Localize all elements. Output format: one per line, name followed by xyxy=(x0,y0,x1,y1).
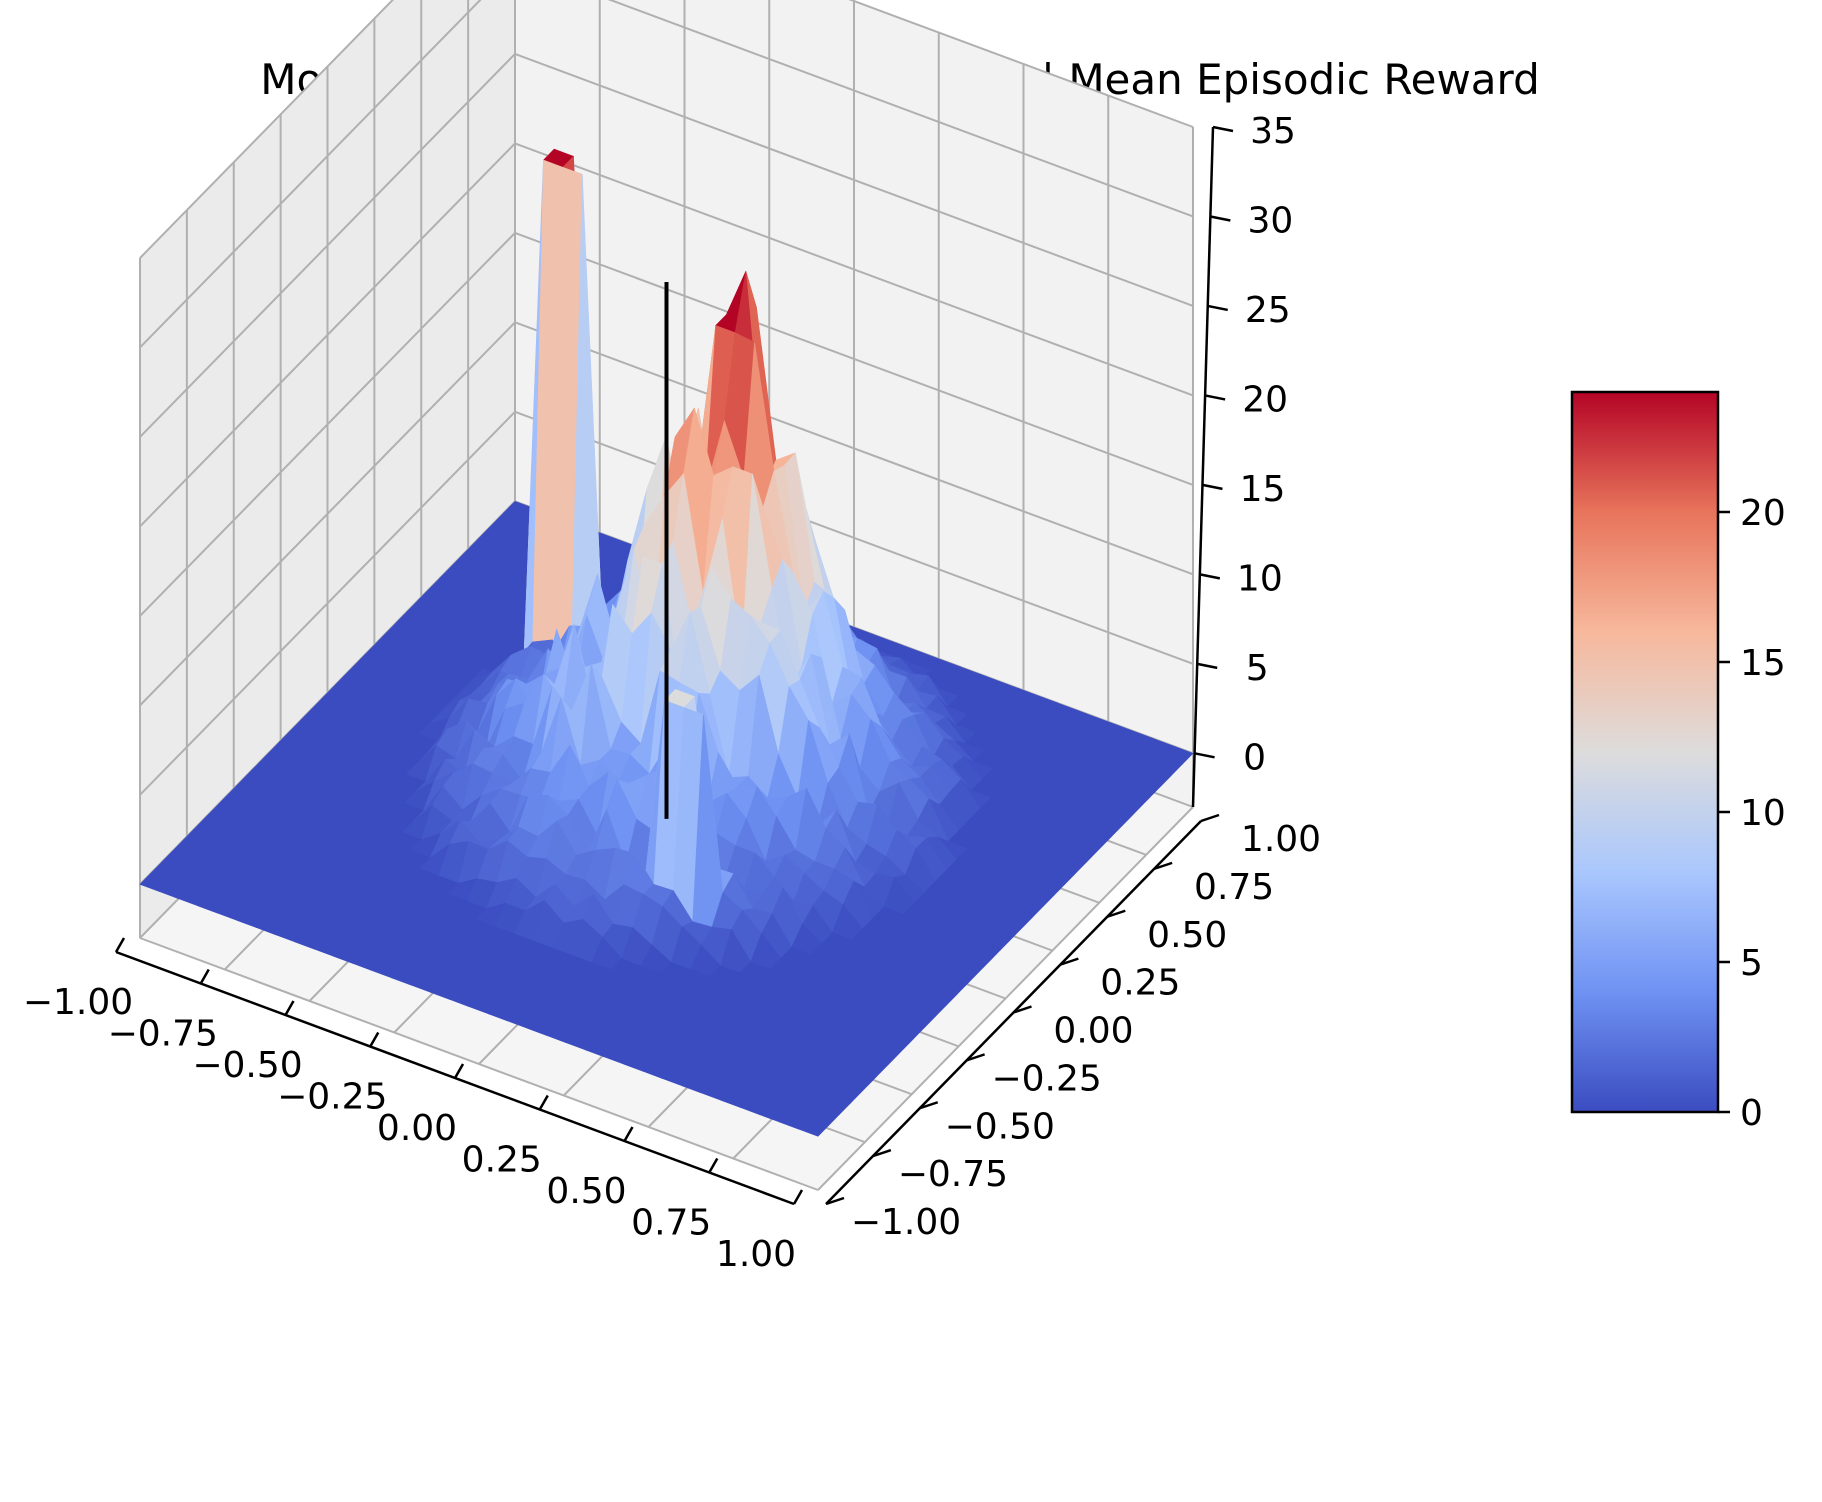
z-tick xyxy=(1212,125,1234,133)
colorbar-tick-label: 20 xyxy=(1740,493,1786,534)
y-tick-label: −0.50 xyxy=(945,1106,1055,1147)
y-tick xyxy=(966,1053,986,1062)
x-tick-label: 0.25 xyxy=(462,1140,542,1181)
y-tick-label: 0.25 xyxy=(1100,963,1180,1004)
surface-facet xyxy=(798,1117,830,1137)
x-tick-label: 1.00 xyxy=(716,1234,796,1275)
x-tick xyxy=(708,1157,719,1174)
gridline-z-left xyxy=(139,53,516,438)
y-tick-label: −1.00 xyxy=(851,1202,961,1243)
colorbar-tick-label: 5 xyxy=(1740,943,1763,984)
y-tick-label: 0.75 xyxy=(1194,867,1274,908)
gridline-y-floor xyxy=(139,937,819,1191)
z-tick xyxy=(1194,752,1215,759)
tick-labels: −1.00−0.75−0.50−0.250.000.250.500.751.00… xyxy=(23,111,1321,1275)
gridline-z-left xyxy=(139,411,516,796)
gridline-z-left xyxy=(139,232,516,617)
z-axis-line xyxy=(1191,126,1215,808)
z-tick xyxy=(1199,573,1221,580)
colorbar: 0 5 10 15 20 xyxy=(1570,390,1786,1134)
y-tick xyxy=(1013,1005,1032,1014)
x-tick-label: 0.50 xyxy=(546,1171,626,1212)
y-tick xyxy=(1200,813,1220,823)
x-tick xyxy=(284,1000,295,1016)
z-tick xyxy=(1210,215,1231,222)
z-tick xyxy=(1207,304,1228,312)
x-tick-label: 0.00 xyxy=(377,1108,457,1149)
gridline-z-back xyxy=(607,0,1194,218)
y-tick-label: 1.00 xyxy=(1241,819,1321,860)
x-tick xyxy=(199,968,210,985)
gridline-z-left xyxy=(139,142,516,528)
x-tick xyxy=(538,1094,549,1111)
x-tick-label: −0.75 xyxy=(108,1014,218,1055)
z-tick-label: 5 xyxy=(1246,648,1269,689)
z-tick-label: 35 xyxy=(1250,111,1296,152)
colorbar-tick-label: 15 xyxy=(1740,643,1786,684)
x-tick-label: 0.75 xyxy=(631,1203,711,1244)
gridline-z-left xyxy=(139,0,395,259)
y-tick xyxy=(1153,861,1173,871)
colorbar-tick-label: 0 xyxy=(1740,1093,1763,1134)
gridline-z-back xyxy=(514,142,1194,397)
surface-plot xyxy=(139,148,1194,1137)
z-tick-label: 0 xyxy=(1243,737,1266,778)
z-tick xyxy=(1196,662,1218,670)
x-tick xyxy=(369,1031,380,1048)
y-tick xyxy=(825,1196,845,1206)
axes-lines xyxy=(114,125,1234,1206)
z-tick xyxy=(1202,483,1223,491)
y-tick xyxy=(1106,909,1126,918)
z-tick-label: 25 xyxy=(1245,290,1291,331)
y-tick xyxy=(872,1148,892,1158)
y-tick xyxy=(919,1101,939,1110)
x-tick-label: −0.50 xyxy=(192,1045,302,1086)
x-tick-label: −1.00 xyxy=(23,982,133,1023)
z-tick-label: 20 xyxy=(1242,379,1288,420)
x-tick xyxy=(114,937,126,953)
gridline-z-back xyxy=(514,321,1194,576)
y-tick-label: 0.00 xyxy=(1053,1011,1133,1052)
gridline-z-back xyxy=(514,53,1194,307)
z-tick-label: 15 xyxy=(1240,469,1286,510)
gridline-z-left xyxy=(139,0,482,349)
z-tick-label: 10 xyxy=(1237,558,1283,599)
x-tick-label: −0.25 xyxy=(277,1077,387,1118)
y-tick-label: −0.75 xyxy=(898,1154,1008,1195)
gridline-z-back xyxy=(514,410,1194,665)
colorbar-tick-label: 10 xyxy=(1740,793,1786,834)
colorbar-gradient xyxy=(1570,390,1720,1114)
gridline-z-back xyxy=(514,231,1194,486)
gridline-z-back xyxy=(848,0,1194,128)
y-tick xyxy=(1059,957,1079,966)
gridline-z-left xyxy=(139,321,516,707)
x-tick xyxy=(792,1189,804,1205)
x-tick xyxy=(453,1063,465,1079)
y-tick-label: 0.50 xyxy=(1147,915,1227,956)
z-tick-label: 30 xyxy=(1247,200,1293,241)
x-tick xyxy=(623,1126,634,1142)
y-tick-label: −0.25 xyxy=(991,1058,1101,1099)
z-tick xyxy=(1204,394,1226,401)
